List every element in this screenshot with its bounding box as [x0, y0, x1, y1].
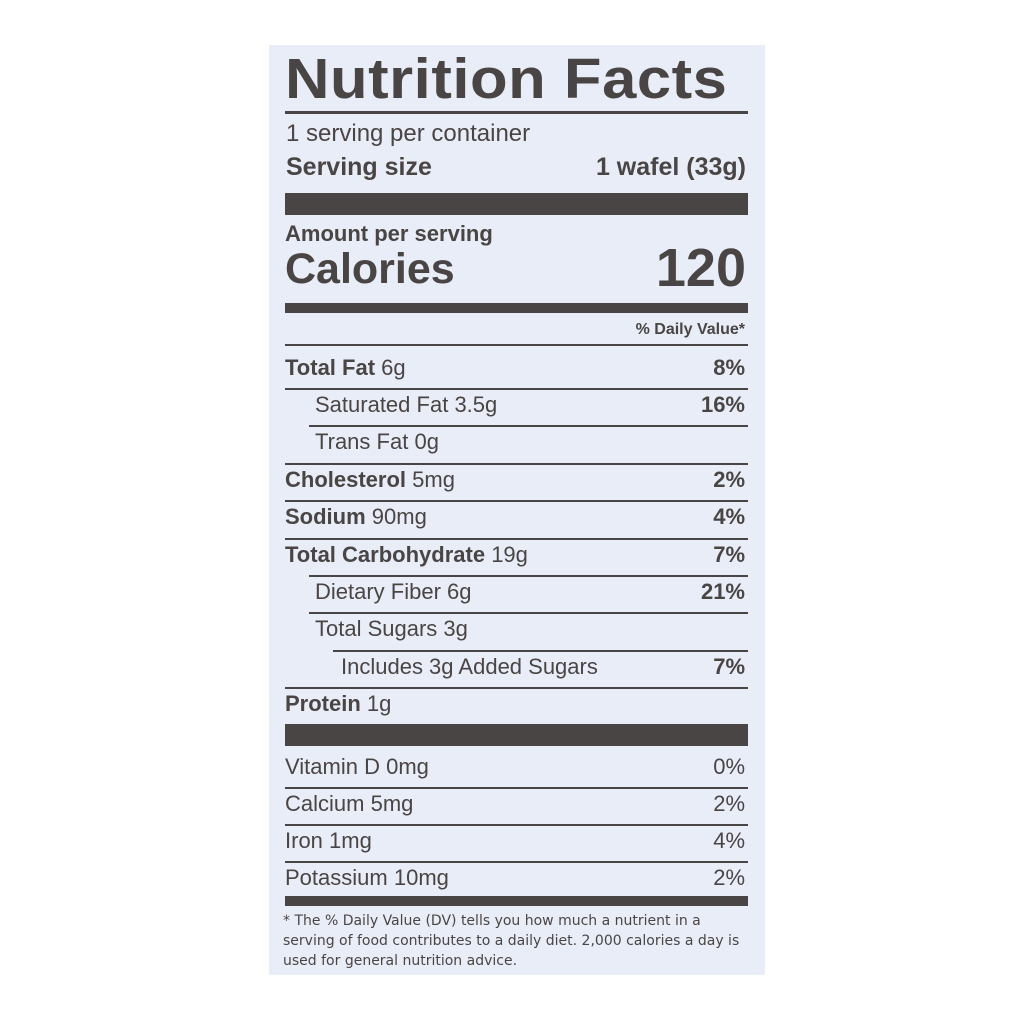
amount-per-serving: Amount per serving: [285, 221, 493, 246]
nutrient-name: Total Fat: [285, 354, 376, 380]
nutrient-amount: 0mg: [386, 753, 429, 779]
nutrient-row: Dietary Fiber 6g 21%: [285, 573, 745, 610]
nutrient-name: Vitamin D: [285, 753, 380, 779]
daily-value-percent: 2%: [713, 466, 745, 492]
nutrient-name: Saturated Fat: [315, 391, 449, 417]
divider: [333, 649, 748, 652]
divider: [285, 537, 748, 540]
nutrient-label: Sodium 90mg: [285, 504, 427, 530]
nutrient-name: Total Sugars: [315, 616, 438, 642]
divider: [285, 861, 748, 864]
thick-divider: [285, 724, 748, 746]
nutrient-label: Calcium 5mg: [285, 791, 413, 817]
divider: [285, 344, 748, 346]
nutrient-label: Saturated Fat 3.5g: [285, 392, 497, 418]
nutrient-row: Sodium 90mg 4%: [285, 499, 745, 536]
nutrient-label: Iron 1mg: [285, 828, 372, 854]
nutrient-amount: 6g: [381, 354, 406, 380]
nutrient-name: Potassium: [285, 865, 388, 891]
nutrient-row: Cholesterol 5mg 2%: [285, 461, 745, 498]
nutrient-label: Includes 3g Added Sugars: [285, 654, 598, 680]
daily-value-percent: 8%: [713, 354, 745, 380]
nutrition-facts-label: Nutrition Facts 1 serving per container …: [269, 45, 765, 975]
divider: [309, 575, 748, 577]
nutrient-row: Saturated Fat 3.5g 16%: [285, 386, 745, 423]
nutrient-amount: 19g: [491, 541, 528, 567]
nutrient-amount: 1mg: [329, 827, 372, 853]
nutrient-row: Includes 3g Added Sugars 7%: [285, 648, 745, 685]
nutrient-name: Calcium: [285, 790, 365, 816]
divider: [285, 462, 748, 465]
nutrient-name: Protein: [285, 691, 361, 717]
daily-value-percent: 7%: [713, 653, 745, 679]
nutrient-amount: 5mg: [370, 790, 414, 816]
nutrient-row: Calcium 5mg 2%: [285, 785, 745, 822]
nutrient-label: Cholesterol 5mg: [285, 467, 455, 493]
nutrient-label: Total Sugars 3g: [285, 616, 468, 642]
divider: [285, 687, 748, 690]
nutrient-name: Trans Fat: [315, 429, 409, 455]
thick-divider: [285, 193, 748, 215]
serving-size-label: Serving size: [286, 153, 432, 181]
nutrient-amount: 6g: [447, 578, 472, 604]
nutrient-amount: 3.5g: [454, 391, 498, 417]
daily-value-percent: 4%: [713, 504, 745, 530]
nutrient-amount: 10mg: [393, 865, 449, 891]
daily-value-percent: 4%: [713, 827, 745, 853]
nutrient-row: Iron 1mg 4%: [285, 822, 745, 859]
daily-value-percent: 16%: [700, 391, 745, 417]
daily-value-percent: 21%: [700, 578, 745, 604]
footnote: * The % Daily Value (DV) tells you how m…: [283, 913, 740, 969]
nutrient-amount: 1g: [366, 691, 392, 717]
daily-value-percent: 7%: [713, 541, 745, 567]
nutrient-name: Includes 3g Added Sugars: [341, 653, 598, 679]
nutrient-label: Potassium 10mg: [285, 865, 449, 891]
nutrient-label: Dietary Fiber 6g: [285, 579, 472, 605]
divider: [309, 612, 748, 615]
divider: [285, 787, 748, 789]
nutrient-amount: 90mg: [371, 504, 427, 530]
nutrient-row: Potassium 10mg 2%: [285, 860, 745, 897]
calories-value: 120: [655, 238, 746, 298]
servings-per-container: 1 serving per container: [286, 120, 531, 147]
nutrient-row: Total Fat 6g 8%: [285, 349, 745, 386]
nutrient-label: Trans Fat 0g: [285, 429, 439, 455]
nutrient-label: Total Carbohydrate 19g: [285, 542, 528, 568]
nutrient-name: Dietary Fiber: [315, 578, 441, 604]
nutrient-row: Total Sugars 3g: [285, 611, 745, 648]
serving-size-value: 1 wafel (33g): [595, 153, 746, 181]
divider: [285, 824, 748, 827]
nutrient-label: Vitamin D 0mg: [285, 754, 429, 780]
nutrient-name: Sodium: [285, 504, 366, 530]
medium-divider: [285, 896, 748, 906]
daily-value-percent: 0%: [713, 753, 745, 779]
divider: [285, 388, 748, 390]
divider: [309, 425, 748, 428]
nutrient-amount: 5mg: [412, 466, 455, 492]
nutrient-row: Trans Fat 0g: [285, 424, 745, 461]
nutrient-amount: 0g: [414, 429, 439, 455]
medium-divider: [285, 303, 748, 313]
nutrient-amount: 3g: [443, 616, 468, 642]
nutrient-name: Iron: [285, 827, 323, 853]
nutrient-label: Protein 1g: [285, 691, 391, 717]
daily-value-header: % Daily Value*: [635, 321, 745, 338]
nutrient-name: Total Carbohydrate: [285, 541, 486, 567]
nutrient-name: Cholesterol: [285, 466, 407, 492]
calories-label: Calories: [285, 245, 455, 293]
nutrient-row: Total Carbohydrate 19g 7%: [285, 536, 745, 573]
divider: [285, 500, 748, 503]
nutrient-label: Total Fat 6g: [285, 355, 406, 381]
label-title: Nutrition Facts: [285, 47, 728, 111]
nutrient-row: Protein 1g: [285, 686, 745, 723]
divider: [285, 111, 748, 114]
daily-value-percent: 2%: [713, 790, 745, 816]
nutrient-row: Vitamin D 0mg 0%: [285, 748, 745, 785]
daily-value-percent: 2%: [713, 865, 745, 891]
